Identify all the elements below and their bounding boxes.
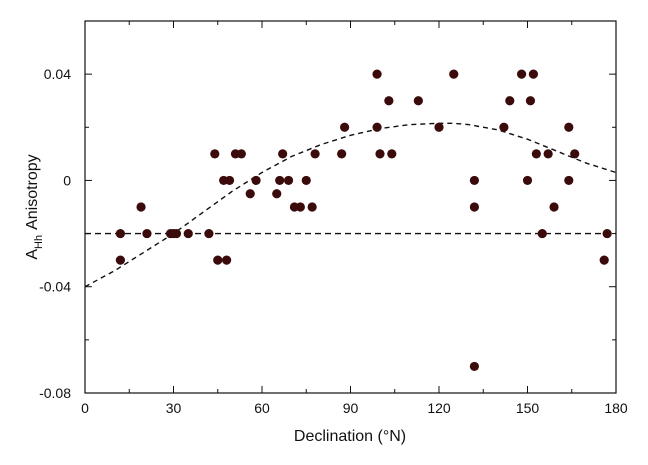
data-point [213,255,223,265]
data-point [275,175,285,186]
data-point [204,228,214,239]
data-point [340,122,350,132]
data-point [301,175,311,186]
y-axis-label-sub: Hh [33,235,45,249]
data-point [210,149,220,159]
x-tick-label: 180 [604,400,628,416]
data-point [283,175,294,186]
x-tick-label: 60 [254,400,270,416]
tick-labels: 0 30 60 90 120 150 180 -0.08 -0.04 0 0.04 [39,66,628,416]
fit-curve [84,122,617,288]
y-axis-label-main: A [24,249,41,260]
x-tick-label: 90 [343,400,359,416]
data-point [278,149,288,159]
data-point [337,149,347,159]
data-point [564,175,574,186]
data-point [517,69,527,79]
y-axis-label: AHh Anisotropy [24,154,45,259]
data-point [469,202,479,212]
data-point [136,202,146,212]
data-point [307,202,317,212]
data-point [183,228,193,239]
ticks [84,20,617,394]
data-point [537,228,547,239]
y-tick-label: -0.04 [39,279,71,295]
data-point [115,255,125,265]
data-point [372,69,382,79]
data-point [564,122,574,132]
data-point [171,228,182,239]
x-tick-label: 150 [516,400,540,416]
data-point [522,175,533,186]
data-point [310,149,320,159]
y-tick-label: 0.04 [44,66,71,82]
data-point [599,255,609,265]
data-point [236,149,246,159]
svg-text:AHhAnisotropy: AHh Anisotropy [24,154,45,259]
data-point [602,228,612,239]
data-points [115,69,612,372]
data-point [375,149,385,159]
x-tick-label: 120 [427,400,451,416]
data-point [434,122,444,132]
data-point [549,202,559,212]
data-point [505,96,515,106]
data-point [372,122,382,132]
data-point [449,69,459,79]
y-tick-label: -0.08 [39,385,71,401]
y-tick-label: 0 [63,172,71,188]
data-point [570,149,580,159]
data-point [142,228,152,239]
data-point [543,149,553,159]
data-point [528,69,539,79]
x-tick-label: 0 [81,400,89,416]
data-point [115,228,125,239]
data-point [222,255,232,265]
data-point [251,175,261,186]
data-point [531,149,541,159]
data-point [272,189,282,199]
data-point [525,96,536,106]
data-point [295,202,305,212]
data-point [387,149,397,159]
data-point [413,96,423,106]
y-axis-label-suffix: Anisotropy [24,154,41,230]
data-point [499,122,509,132]
data-point [245,189,255,199]
x-axis-label: Declination (°N) [294,428,406,445]
data-point [224,175,235,186]
data-point [469,175,479,186]
data-point [384,96,394,106]
x-tick-label: 30 [166,400,182,416]
data-point [469,361,479,372]
